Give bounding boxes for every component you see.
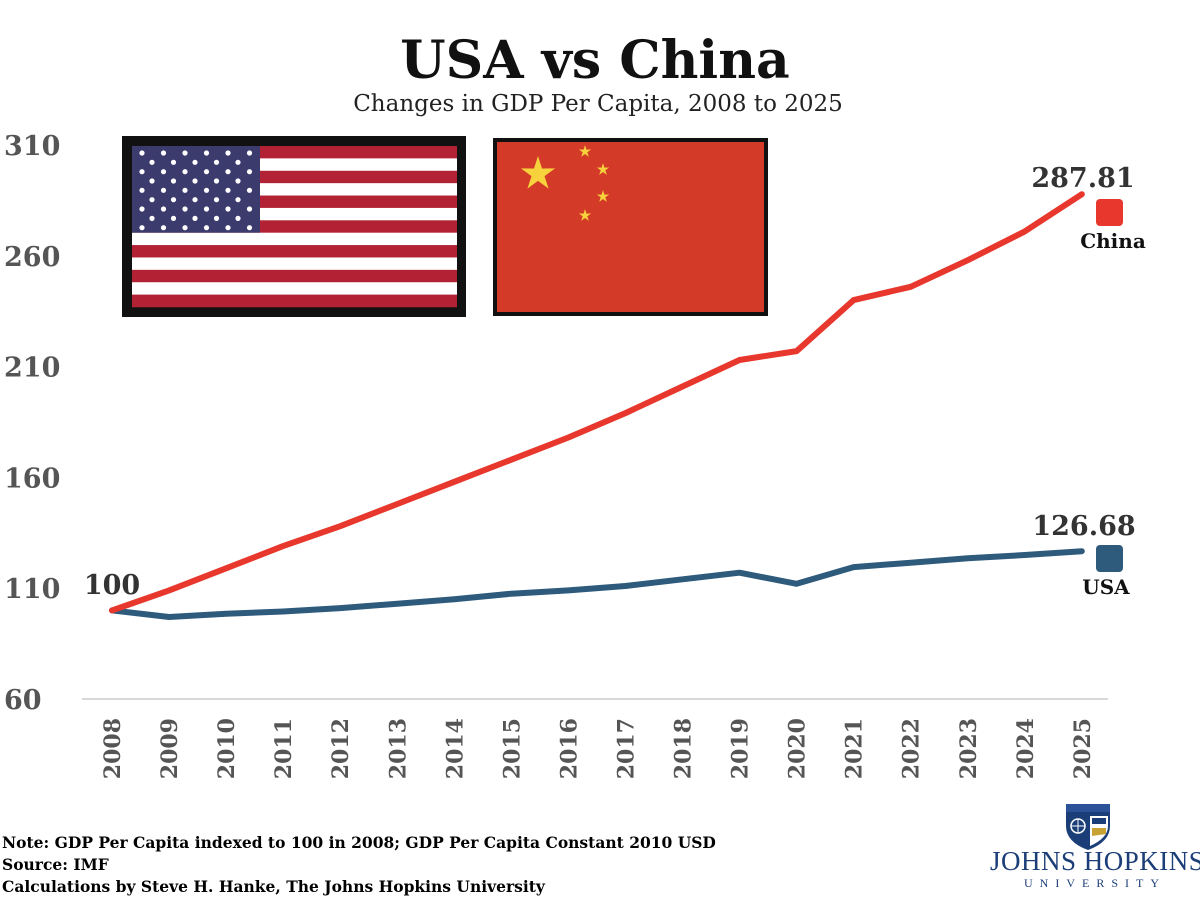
y-tick-label: 310 bbox=[4, 131, 60, 162]
x-tick-label: 2010 bbox=[214, 718, 240, 779]
logo-sub: UNIVERSITY bbox=[1024, 876, 1166, 890]
china-end-value-label: 287.81 bbox=[1031, 163, 1134, 194]
x-tick-label: 2018 bbox=[671, 718, 697, 779]
x-axis-ticks: 2008 2009 2010 2011 2012 2013 2014 2015 2016 2017… bbox=[100, 718, 1096, 779]
usa-end-value-label: 126.68 bbox=[1032, 511, 1135, 542]
source-line: Source: IMF bbox=[2, 855, 109, 874]
chart-subtitle: Changes in GDP Per Capita, 2008 to 2025 bbox=[353, 91, 843, 117]
x-tick-label: 2024 bbox=[1013, 718, 1039, 779]
x-tick-label: 2011 bbox=[271, 718, 297, 779]
johns-hopkins-shield-icon bbox=[1066, 804, 1110, 850]
x-tick-label: 2015 bbox=[499, 718, 525, 779]
y-tick-label: 60 bbox=[4, 685, 42, 716]
x-tick-label: 2012 bbox=[328, 718, 354, 779]
johns-hopkins-logo: JOHNS HOPKINS UNIVERSITY bbox=[990, 846, 1200, 890]
x-tick-label: 2022 bbox=[899, 718, 925, 779]
y-tick-label: 210 bbox=[4, 353, 60, 384]
logo-name: JOHNS HOPKINS bbox=[990, 846, 1200, 876]
series-lines bbox=[109, 191, 1085, 620]
legend-china-swatch bbox=[1096, 199, 1123, 226]
credit-line: Calculations by Steve H. Hanke, The John… bbox=[2, 877, 545, 896]
x-tick-label: 2008 bbox=[100, 718, 126, 779]
note-line: Note: GDP Per Capita indexed to 100 in 2… bbox=[2, 833, 716, 852]
legend-usa-label: USA bbox=[1082, 575, 1130, 599]
x-tick-label: 2025 bbox=[1070, 718, 1096, 779]
y-tick-label: 110 bbox=[4, 574, 60, 605]
x-tick-label: 2014 bbox=[442, 718, 468, 779]
legend-usa-swatch bbox=[1096, 545, 1123, 572]
legend-china-label: China bbox=[1080, 229, 1146, 253]
y-tick-label: 260 bbox=[4, 242, 60, 273]
x-tick-label: 2021 bbox=[842, 718, 868, 779]
x-tick-label: 2023 bbox=[956, 718, 982, 779]
china-flag-icon bbox=[493, 138, 768, 316]
y-axis-ticks: 310 260 210 160 110 60 bbox=[4, 131, 60, 716]
x-tick-label: 2020 bbox=[785, 718, 811, 779]
usa-flag-icon bbox=[122, 136, 466, 317]
x-tick-label: 2013 bbox=[385, 718, 411, 779]
series-line-usa bbox=[109, 548, 1085, 620]
x-tick-label: 2019 bbox=[728, 718, 754, 779]
start-value-label: 100 bbox=[84, 570, 140, 601]
y-tick-label: 160 bbox=[4, 463, 60, 494]
x-tick-label: 2016 bbox=[556, 718, 582, 779]
chart-title: USA vs China bbox=[400, 30, 789, 91]
series-line-china bbox=[109, 191, 1085, 614]
china-flag-large-star bbox=[520, 156, 556, 189]
x-tick-label: 2009 bbox=[157, 718, 183, 779]
chart-notes: Note: GDP Per Capita indexed to 100 in 2… bbox=[2, 832, 716, 898]
x-tick-label: 2017 bbox=[613, 718, 639, 779]
